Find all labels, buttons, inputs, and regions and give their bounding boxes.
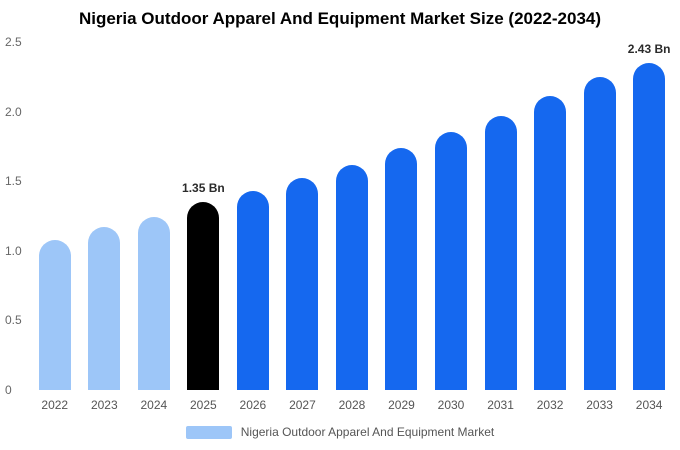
y-tick-2.5: 2.5 xyxy=(5,35,22,49)
bar-2026 xyxy=(236,190,269,390)
legend-swatch xyxy=(185,425,232,439)
x-tick-2023: 2023 xyxy=(90,398,118,412)
bar-slot-2030 xyxy=(426,42,476,390)
x-tick-2034: 2034 xyxy=(635,398,663,412)
bar-2031 xyxy=(484,115,517,390)
x-tick-2022: 2022 xyxy=(41,398,69,412)
bar-2029 xyxy=(385,147,418,390)
bar-2033 xyxy=(583,76,616,390)
y-axis: 0 0.5 1.0 1.5 2.0 2.5 xyxy=(0,35,26,397)
bar-slot-2028 xyxy=(327,42,377,390)
bar-slot-2026 xyxy=(228,42,278,390)
bar-2030 xyxy=(435,132,468,390)
y-tick-0.5: 0.5 xyxy=(5,313,22,328)
bar-slot-2031 xyxy=(476,42,526,390)
bar-2025 xyxy=(187,202,220,390)
bars-area: 1.35 Bn 2.43 Bn xyxy=(30,42,674,390)
y-tick-1.5: 1.5 xyxy=(5,174,22,189)
x-tick-2030: 2030 xyxy=(437,398,465,412)
bar-2028 xyxy=(335,164,368,390)
x-tick-2032: 2032 xyxy=(536,398,564,412)
x-tick-2033: 2033 xyxy=(586,398,613,412)
bar-2032 xyxy=(534,96,567,390)
legend-label: Nigeria Outdoor Apparel And Equipment Ma… xyxy=(240,425,495,439)
bar-slot-2032 xyxy=(525,42,575,390)
x-tick-2026: 2026 xyxy=(239,398,267,412)
bar-2024 xyxy=(137,217,170,390)
bar-slot-2033 xyxy=(575,42,625,390)
bar-slot-2024 xyxy=(129,42,179,390)
x-tick-2028: 2028 xyxy=(338,398,366,412)
bar-2027 xyxy=(286,178,319,390)
bar-slot-2022 xyxy=(30,42,80,390)
bar-slot-2034: 2.43 Bn xyxy=(624,42,674,390)
x-tick-2027: 2027 xyxy=(289,398,316,412)
bar-2023 xyxy=(88,227,121,390)
x-tick-2029: 2029 xyxy=(388,398,415,412)
bar-value-label-2034: 2.43 Bn xyxy=(627,42,671,56)
bar-2022 xyxy=(38,239,71,390)
bar-slot-2025: 1.35 Bn xyxy=(179,42,229,390)
bar-2034 xyxy=(633,63,666,390)
bar-slot-2023 xyxy=(80,42,130,390)
y-tick-2.0: 2.0 xyxy=(5,104,22,119)
y-tick-1.0: 1.0 xyxy=(5,243,22,258)
bar-slot-2029 xyxy=(377,42,427,390)
x-tick-2024: 2024 xyxy=(140,398,168,412)
legend: Nigeria Outdoor Apparel And Equipment Ma… xyxy=(0,425,680,439)
x-tick-2025: 2025 xyxy=(190,398,217,412)
x-axis: 2022 2023 2024 2025 2026 2027 2028 2029 2030 2031… xyxy=(30,398,674,412)
bar-slot-2027 xyxy=(278,42,328,390)
x-tick-2031: 2031 xyxy=(487,398,514,412)
bar-value-label-2025: 1.35 Bn xyxy=(182,181,225,196)
chart-title: Nigeria Outdoor Apparel And Equipment Ma… xyxy=(78,9,602,28)
y-tick-0: 0 xyxy=(5,383,12,397)
